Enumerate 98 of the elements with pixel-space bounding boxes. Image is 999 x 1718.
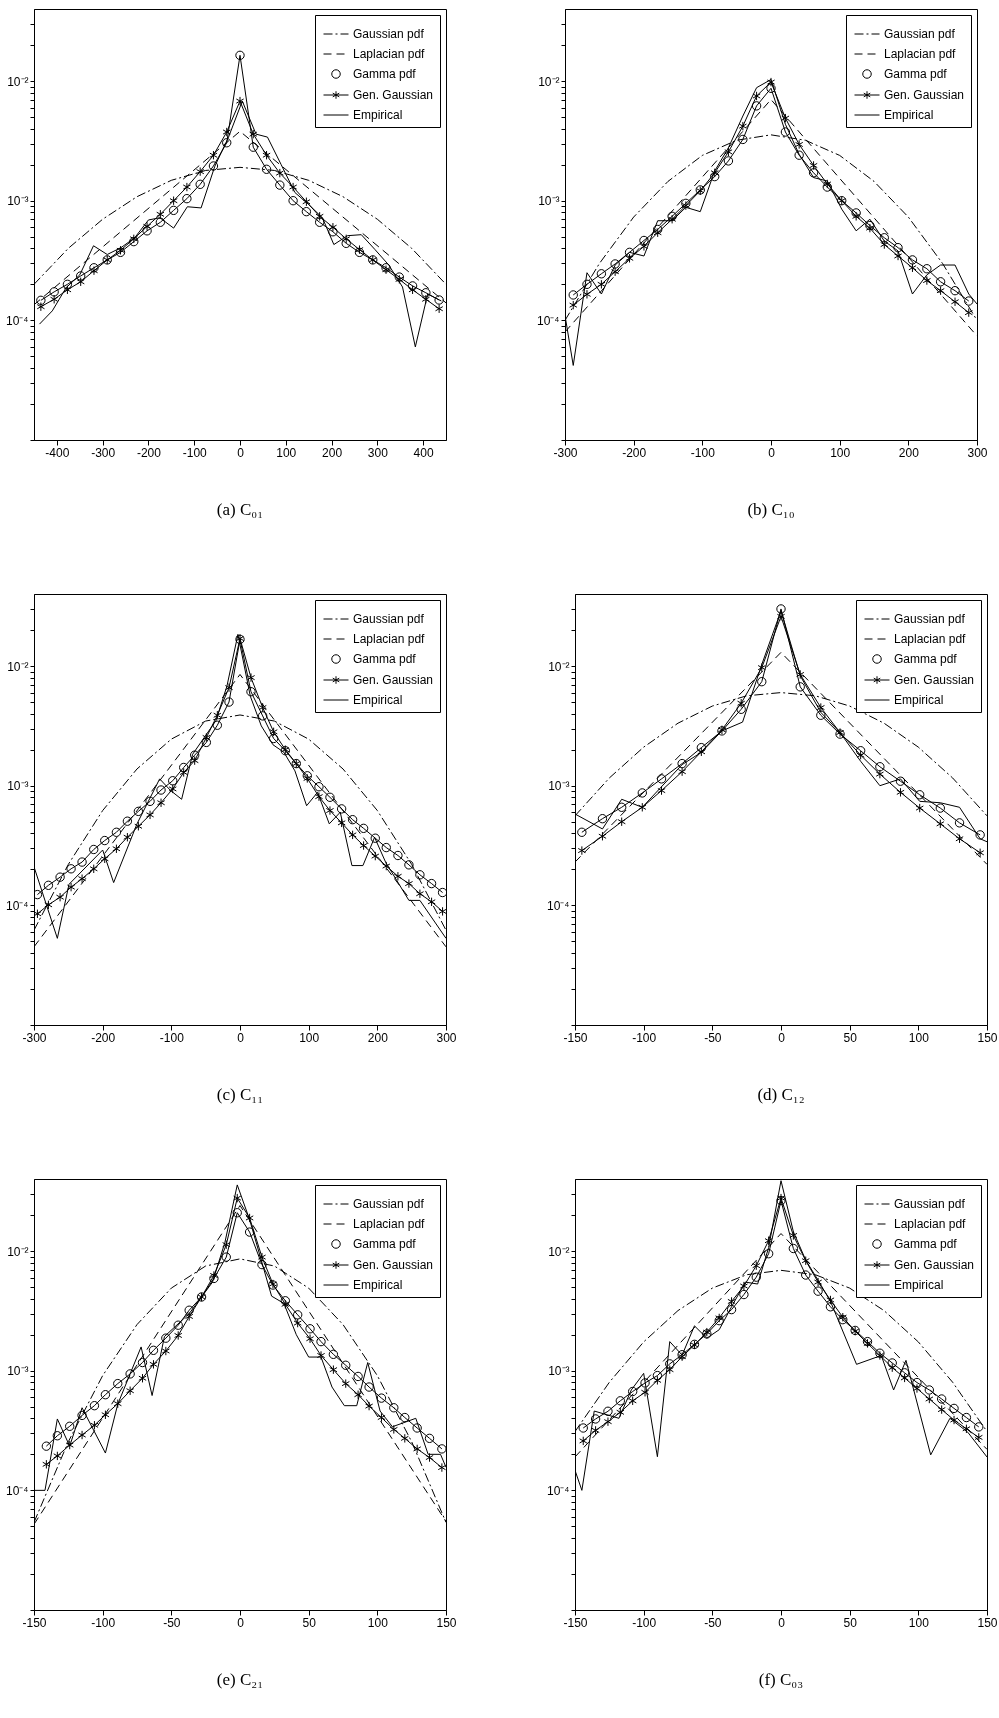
- legend-label: Gaussian pdf: [353, 1197, 425, 1211]
- x-tick-label: -400: [45, 445, 70, 460]
- x-tick-label: 0: [237, 1030, 245, 1045]
- x-tick-label: 0: [778, 1030, 786, 1045]
- legend-label: Gaussian pdf: [894, 1197, 966, 1211]
- x-tick-label: -100: [182, 445, 208, 460]
- text: (c) C₁₁: [216, 1085, 264, 1104]
- legend-label: Gen. Gaussian: [353, 1258, 434, 1272]
- x-tick-label: 0: [768, 445, 776, 460]
- legend-label: Gen. Gaussian: [353, 673, 434, 687]
- x-tick-label: -200: [136, 445, 162, 460]
- x-tick-label: 150: [977, 1615, 998, 1630]
- legend-label: Gen. Gaussian: [894, 1258, 975, 1272]
- legend-label: Gaussian pdf: [884, 27, 956, 41]
- legend-label: Gamma pdf: [894, 1237, 958, 1251]
- y-tick-label: 10⁻⁴: [5, 898, 29, 913]
- x-tick-label: -100: [632, 1615, 657, 1630]
- legend-label: Empirical: [884, 108, 934, 122]
- x-tick-label: 150: [436, 1615, 457, 1630]
- x-tick-label: -100: [159, 1030, 185, 1045]
- x-tick-label: -300: [91, 445, 116, 460]
- x-tick-label: -50: [704, 1615, 722, 1630]
- y-tick-label: 10⁻²: [7, 659, 29, 674]
- legend-label: Gamma pdf: [894, 652, 958, 666]
- x-tick-label: -100: [91, 1615, 116, 1630]
- x-tick-label: 200: [898, 445, 920, 460]
- legend-label: Gaussian pdf: [894, 612, 966, 626]
- legend-label: Gen. Gaussian: [894, 673, 975, 687]
- x-tick-label: 150: [977, 1030, 998, 1045]
- x-tick-label: 0: [778, 1615, 786, 1630]
- legend-label: Empirical: [353, 108, 403, 122]
- legend-label: Laplacian pdf: [353, 1217, 426, 1231]
- y-tick-label: 10⁻⁴: [536, 313, 560, 328]
- y-tick-label: 10⁻²: [7, 74, 29, 89]
- y-tick-label: 10⁻²: [548, 1244, 570, 1259]
- y-tick-label: 10⁻⁴: [546, 898, 570, 913]
- x-tick-label: 100: [908, 1030, 930, 1045]
- legend-label: Laplacian pdf: [894, 1217, 967, 1231]
- x-tick-label: -150: [563, 1030, 588, 1045]
- x-tick-label: -100: [690, 445, 716, 460]
- x-tick-label: -50: [704, 1030, 722, 1045]
- x-tick-label: 100: [299, 1030, 320, 1045]
- x-tick-label: 50: [302, 1615, 317, 1630]
- y-tick-label: 10⁻⁴: [5, 313, 29, 328]
- x-tick-label: -200: [622, 445, 647, 460]
- x-tick-label: 400: [413, 445, 434, 460]
- y-tick-label: 10⁻²: [548, 659, 570, 674]
- x-tick-label: 100: [276, 445, 297, 460]
- x-tick-label: -300: [553, 445, 578, 460]
- y-tick-label: 10⁻⁴: [5, 1483, 29, 1498]
- x-tick-label: 300: [436, 1030, 457, 1045]
- x-tick-label: -200: [91, 1030, 116, 1045]
- legend-label: Empirical: [894, 1278, 944, 1292]
- legend-label: Gamma pdf: [353, 1237, 417, 1251]
- text: (f) C₀₃: [758, 1670, 804, 1689]
- legend-label: Gamma pdf: [884, 67, 948, 81]
- legend-label: Gen. Gaussian: [353, 88, 434, 102]
- x-tick-label: 200: [367, 1030, 389, 1045]
- legend-label: Gaussian pdf: [353, 612, 425, 626]
- legend-label: Empirical: [894, 693, 944, 707]
- x-tick-label: 200: [322, 445, 343, 460]
- legend-label: Laplacian pdf: [894, 632, 967, 646]
- text: (e) C₂₁: [216, 1670, 264, 1689]
- text: (b) C₁₀: [747, 500, 795, 519]
- x-tick-label: 100: [367, 1615, 389, 1630]
- legend-label: Laplacian pdf: [884, 47, 957, 61]
- legend-label: Gen. Gaussian: [884, 88, 965, 102]
- x-tick-label: 100: [830, 445, 851, 460]
- x-tick-label: 300: [967, 445, 988, 460]
- legend-label: Empirical: [353, 1278, 403, 1292]
- y-tick-label: 10⁻³: [548, 779, 570, 794]
- legend-label: Gamma pdf: [353, 67, 417, 81]
- y-tick-label: 10⁻²: [7, 1244, 29, 1259]
- text: (d) C₁₂: [757, 1085, 805, 1104]
- x-tick-label: 0: [237, 445, 245, 460]
- x-tick-label: -150: [563, 1615, 588, 1630]
- x-tick-label: -50: [163, 1615, 181, 1630]
- legend-label: Gamma pdf: [353, 652, 417, 666]
- text: (a) C₀₁: [216, 500, 264, 519]
- x-tick-label: 50: [843, 1615, 858, 1630]
- y-tick-label: 10⁻³: [7, 779, 29, 794]
- x-tick-label: -100: [632, 1030, 657, 1045]
- x-tick-label: 0: [237, 1615, 245, 1630]
- legend-label: Laplacian pdf: [353, 632, 426, 646]
- x-tick-label: -150: [22, 1615, 47, 1630]
- y-tick-label: 10⁻⁴: [546, 1483, 570, 1498]
- y-tick-label: 10⁻³: [548, 1364, 570, 1379]
- y-tick-label: 10⁻²: [538, 74, 560, 89]
- legend-label: Empirical: [353, 693, 403, 707]
- legend-label: Gaussian pdf: [353, 27, 425, 41]
- y-tick-label: 10⁻³: [7, 1364, 29, 1379]
- x-tick-label: -300: [22, 1030, 47, 1045]
- x-tick-label: 300: [367, 445, 389, 460]
- y-tick-label: 10⁻³: [7, 194, 29, 209]
- legend-label: Laplacian pdf: [353, 47, 426, 61]
- x-tick-label: 50: [843, 1030, 858, 1045]
- x-tick-label: 100: [908, 1615, 930, 1630]
- y-tick-label: 10⁻³: [538, 194, 560, 209]
